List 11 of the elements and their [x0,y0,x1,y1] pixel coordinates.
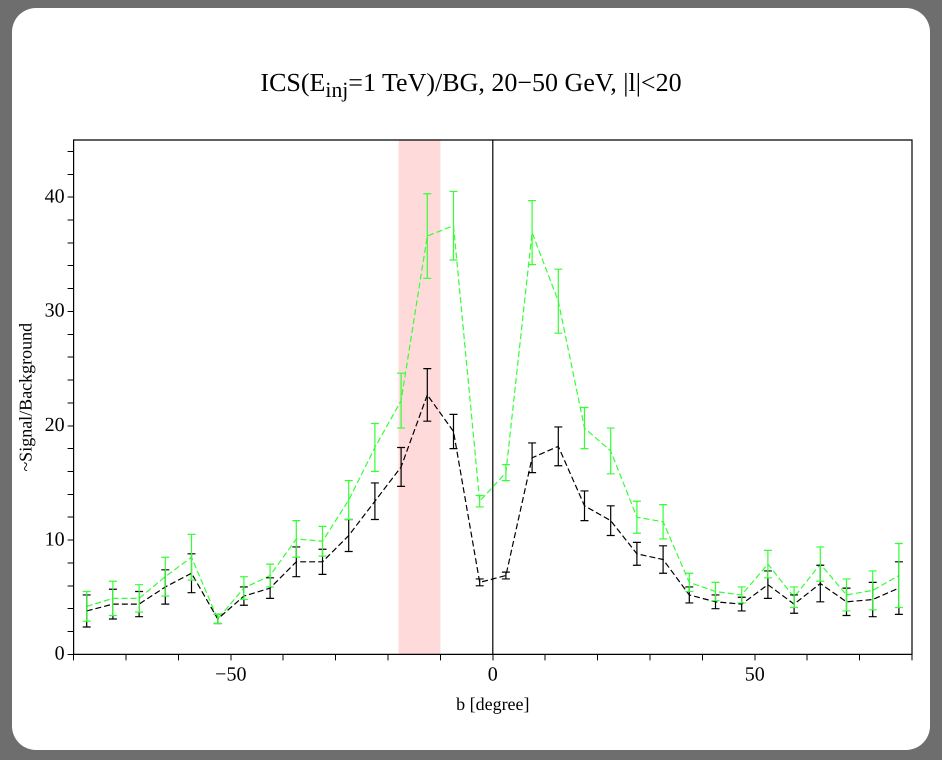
y-tick-label: 20 [44,414,65,436]
y-axis-title: ~Signal/Background [16,322,36,472]
y-tick-label: 10 [44,528,65,550]
x-tick-label: −50 [215,664,246,686]
y-tick-label: 0 [54,642,65,665]
x-tick-label: 50 [744,664,765,686]
chart-title: ICS(E$_{inj}$=1 TeV)/BG, 20−50 GeV, |l|<20 [259,68,683,104]
y-tick-label: 30 [44,300,65,322]
y-tick-label: 40 [44,185,65,208]
x-tick-label: 0 [488,664,498,686]
x-axis-title: b [degree] [456,694,530,714]
